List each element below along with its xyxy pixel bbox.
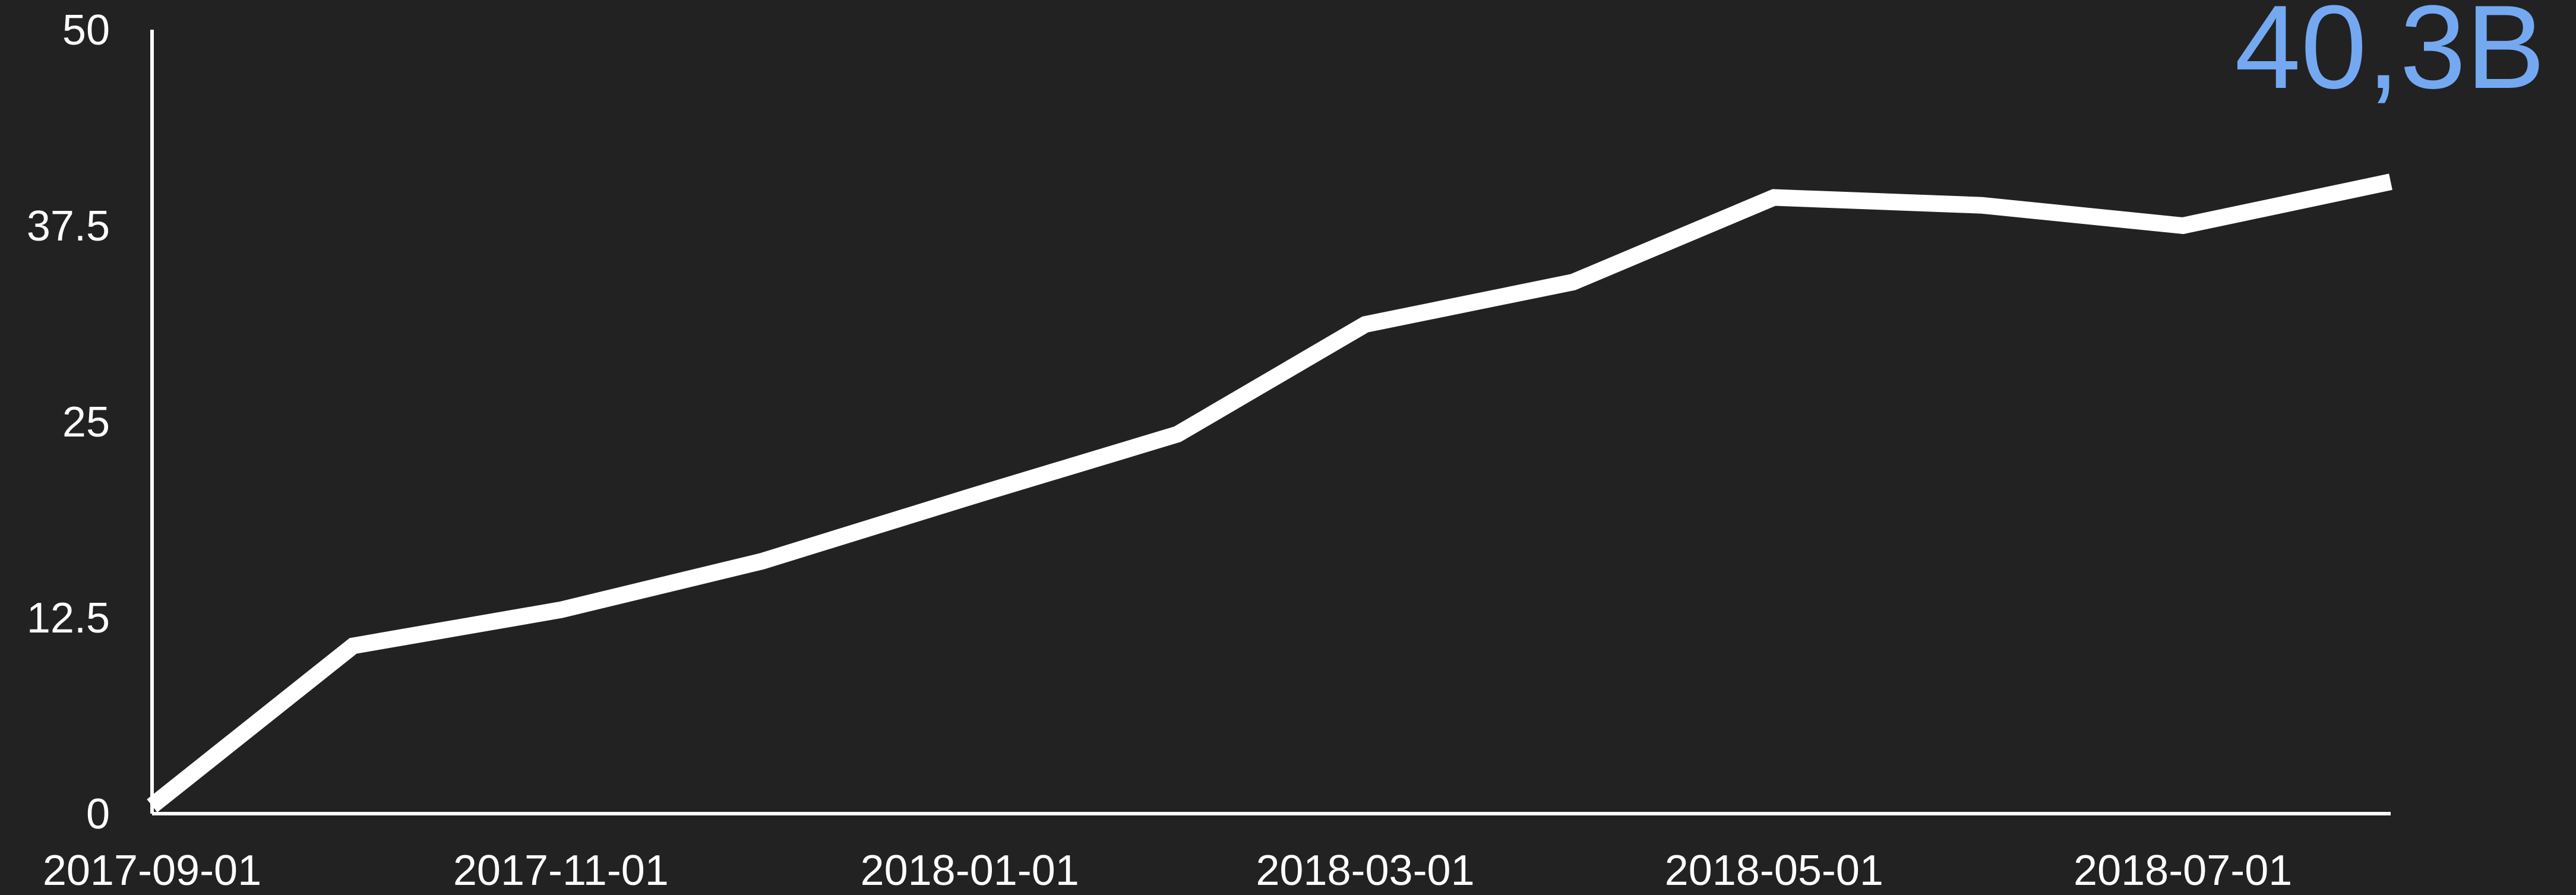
y-tick-label: 12.5 xyxy=(27,594,110,642)
x-tick-label: 2018-03-01 xyxy=(1256,847,1474,894)
x-axis-ticks: 2017-09-01 2017-11-01 2018-01-01 2018-03-01… xyxy=(43,847,2292,894)
x-tick-label: 2018-01-01 xyxy=(861,847,1079,894)
y-tick-label: 50 xyxy=(62,7,110,54)
x-tick-label: 2017-11-01 xyxy=(453,847,669,894)
y-tick-label: 37.5 xyxy=(27,203,110,250)
y-tick-label: 0 xyxy=(86,790,110,838)
x-tick-label: 2017-09-01 xyxy=(43,847,261,894)
x-tick-label: 2018-05-01 xyxy=(1665,847,1883,894)
y-tick-label: 25 xyxy=(62,399,110,446)
x-tick-label: 2018-07-01 xyxy=(2074,847,2292,894)
y-axis-ticks: 0 12.5 25 37.5 50 xyxy=(27,7,110,838)
current-value-label: 40,3B xyxy=(2234,0,2545,113)
series-line xyxy=(147,173,2392,812)
